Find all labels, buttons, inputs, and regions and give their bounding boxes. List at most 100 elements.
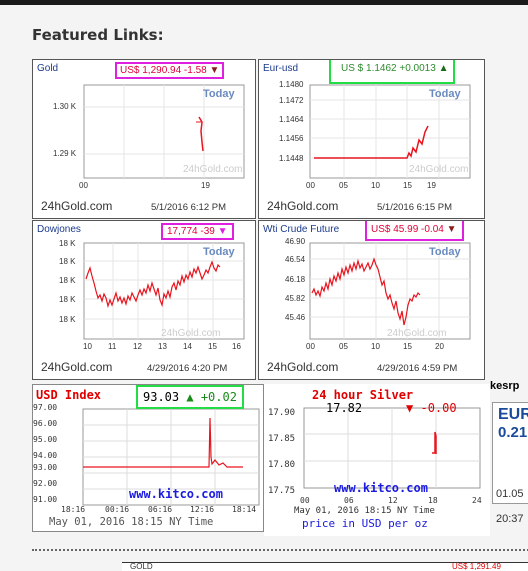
eur-partial-top-label: kesrp bbox=[490, 380, 520, 392]
wti-chart-link[interactable]: 24hGold.com Wti Crude Future US$ 45.99 -… bbox=[258, 220, 485, 380]
gold-ytick-0: 1.30 K bbox=[53, 102, 77, 111]
silver-value: 17.82 bbox=[326, 401, 363, 415]
dowjones-source: 24hGold.com bbox=[41, 360, 113, 374]
usd-index-datetime: May 01, 2016 18:15 NY Time bbox=[49, 516, 214, 528]
wti-xtick-2: 10 bbox=[371, 342, 380, 351]
silver-series-line bbox=[432, 431, 437, 454]
gold-chart-plot: 24hGold.com bbox=[83, 84, 245, 179]
eurusd-chart-link[interactable]: 24hGold.com Eur-usd US $ 1.1462 +0.0013 … bbox=[258, 59, 485, 219]
triangle-down-icon: ▼ bbox=[446, 224, 457, 235]
eurusd-xtick-3: 15 bbox=[403, 181, 412, 190]
usd-index-series-line bbox=[83, 417, 243, 468]
usd-index-value-box: 93.03 ▲ +0.02 bbox=[136, 385, 244, 409]
featured-links-heading: Featured Links: bbox=[32, 26, 164, 44]
eur-partial-value: 0.21 bbox=[498, 424, 528, 441]
wti-ytick-4: 45.46 bbox=[285, 313, 306, 322]
dowjones-xtick-3: 13 bbox=[158, 342, 167, 351]
dowjones-ytick-3: 18 K bbox=[59, 295, 76, 304]
wti-price: US$ 45.99 -0.04 bbox=[371, 224, 444, 235]
eurusd-xtick-4: 19 bbox=[427, 181, 436, 190]
dowjones-ytick-4: 18 K bbox=[59, 315, 76, 324]
wti-ytick-3: 45.82 bbox=[285, 294, 306, 303]
usd-ytick-6: 91.00 bbox=[33, 495, 58, 504]
dowjones-ytick-0: 18 K bbox=[59, 239, 76, 248]
eurusd-datetime: 5/1/2016 6:15 PM bbox=[377, 202, 452, 213]
silver-ytick-1: 17.85 bbox=[268, 434, 296, 444]
eur-partial-chart-link[interactable]: kesrp EUR 0.21 01.05 20:37 bbox=[490, 380, 528, 530]
gold-series-line bbox=[198, 116, 204, 152]
usd-xtick-0: 18:16 bbox=[61, 505, 86, 514]
usd-index-title: USD Index bbox=[36, 388, 102, 402]
gold-today-label: Today bbox=[203, 88, 235, 100]
usd-ytick-2: 95.00 bbox=[33, 435, 58, 444]
eur-partial-low: 01.05 bbox=[496, 488, 524, 500]
usd-ytick-1: 96.00 bbox=[33, 419, 58, 428]
dowjones-xtick-0: 10 bbox=[83, 342, 92, 351]
usd-ytick-5: 92.00 bbox=[33, 479, 58, 488]
bottom-ticker-row[interactable]: GOLD US$ 1,291.49 bbox=[122, 562, 528, 571]
eurusd-ytick-1: 1.1472 bbox=[279, 96, 304, 105]
eur-partial-time: 20:37 bbox=[496, 513, 524, 525]
eurusd-ytick-4: 1.1448 bbox=[279, 154, 304, 163]
silver-datetime: May 01, 2016 18:15 NY Time bbox=[294, 506, 435, 516]
bottom-ticker-left: GOLD bbox=[130, 562, 153, 571]
dowjones-series-line bbox=[85, 260, 221, 309]
wti-ytick-1: 46.54 bbox=[285, 255, 306, 264]
dowjones-chart-link[interactable]: 24hGold.com Dowjones 17,774 -39 ▼ Today … bbox=[32, 220, 256, 380]
silver-change: -0.00 bbox=[420, 401, 457, 415]
gold-title: Gold bbox=[37, 63, 59, 74]
silver-ytick-2: 17.80 bbox=[268, 460, 296, 470]
wti-ytick-0: 46.90 bbox=[285, 237, 306, 246]
wti-datetime: 4/29/2016 4:59 PM bbox=[377, 363, 458, 374]
silver-title: 24 hour Silver bbox=[312, 388, 414, 402]
dowjones-xtick-2: 12 bbox=[133, 342, 142, 351]
silver-change-wrap: ▼ -0.00 bbox=[406, 401, 457, 415]
eurusd-price: US $ 1.1462 +0.0013 bbox=[341, 63, 436, 74]
silver-chart-link[interactable]: 24 hour Silver 17.82 ▼ -0.00 17.90 17.85… bbox=[264, 384, 490, 536]
dowjones-datetime: 4/29/2016 4:20 PM bbox=[147, 363, 228, 374]
dowjones-xtick-6: 16 bbox=[232, 342, 241, 351]
usd-ytick-0: 97.00 bbox=[33, 403, 58, 412]
gold-price: US$ 1,290.94 -1.58 bbox=[120, 65, 207, 76]
gold-datetime: 5/1/2016 6:12 PM bbox=[151, 202, 226, 213]
wti-ytick-2: 46.18 bbox=[285, 275, 306, 284]
gold-ytick-1: 1.29 K bbox=[53, 149, 77, 158]
dowjones-price-box: 17,774 -39 ▼ bbox=[161, 223, 234, 240]
usd-ytick-3: 94.00 bbox=[33, 451, 58, 460]
dowjones-price: 17,774 -39 bbox=[167, 226, 215, 237]
wti-title: Wti Crude Future bbox=[263, 224, 340, 235]
eurusd-ytick-2: 1.1464 bbox=[279, 115, 304, 124]
dotted-separator bbox=[32, 549, 528, 551]
dowjones-chart-plot: 24hGold.com bbox=[83, 242, 245, 340]
eurusd-ytick-3: 1.1456 bbox=[279, 134, 304, 143]
usd-xtick-4: 18:14 bbox=[232, 505, 257, 514]
wti-watermark: 24hGold.com bbox=[387, 328, 446, 339]
dowjones-xtick-4: 14 bbox=[183, 342, 192, 351]
gold-watermark: 24hGold.com bbox=[183, 164, 242, 175]
silver-xtick-4: 24 bbox=[472, 496, 482, 505]
gold-xtick-1: 19 bbox=[201, 181, 210, 190]
wti-chart-plot: 24hGold.com bbox=[309, 242, 471, 340]
dowjones-xtick-5: 15 bbox=[208, 342, 217, 351]
wti-source: 24hGold.com bbox=[267, 360, 339, 374]
eurusd-today-label: Today bbox=[429, 88, 461, 100]
triangle-up-icon: ▲ bbox=[438, 63, 449, 74]
gold-source: 24hGold.com bbox=[41, 199, 113, 213]
triangle-down-icon: ▼ bbox=[406, 401, 414, 415]
wti-price-box: US$ 45.99 -0.04 ▼ bbox=[365, 221, 464, 241]
triangle-down-icon: ▼ bbox=[217, 226, 228, 237]
gold-chart-link[interactable]: 24hGold.com Gold US$ 1,290.94 -1.58 ▼ To… bbox=[32, 59, 256, 219]
wti-xtick-4: 20 bbox=[435, 342, 444, 351]
usd-index-value: 93.03 bbox=[143, 390, 180, 404]
eurusd-chart-plot: 24hGold.com bbox=[309, 84, 471, 179]
dowjones-watermark: 24hGold.com bbox=[161, 328, 220, 339]
eurusd-watermark: 24hGold.com bbox=[409, 164, 468, 175]
silver-xtick-3: 18 bbox=[428, 496, 438, 505]
eurusd-title: Eur-usd bbox=[263, 63, 299, 74]
wti-xtick-3: 15 bbox=[403, 342, 412, 351]
usd-index-chart-link[interactable]: USD Index 93.03 ▲ +0.02 97.00 96.00 95.0… bbox=[32, 384, 264, 532]
usd-xtick-3: 12:16 bbox=[190, 505, 215, 514]
bottom-ticker-right: US$ 1,291.49 bbox=[452, 562, 501, 571]
gold-xtick-0: 00 bbox=[79, 181, 88, 190]
wti-xtick-0: 00 bbox=[306, 342, 315, 351]
